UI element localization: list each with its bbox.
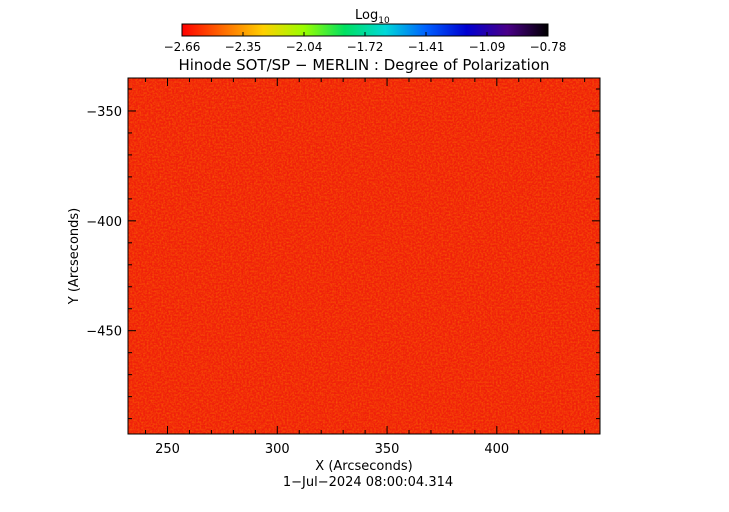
axis-ticks: 250 300 350 400 −350 −400 −450 bbox=[86, 78, 600, 457]
colorbar-tick-label: −2.35 bbox=[225, 40, 262, 54]
x-axis-label: X (Arcseconds) bbox=[315, 459, 412, 474]
colorbar-tick-label: −2.66 bbox=[164, 40, 201, 54]
y-tick-label: −450 bbox=[86, 325, 122, 340]
y-tick-label: −350 bbox=[86, 105, 122, 120]
colorbar-ticks: −2.66 −2.35 −2.04 −1.72 −1.41 −1.09 −0.78 bbox=[164, 32, 567, 54]
colorbar-tick-label: −1.72 bbox=[347, 40, 384, 54]
x-tick-label: 400 bbox=[484, 442, 509, 457]
heatmap-image bbox=[128, 78, 600, 434]
colorbar-tick-label: −0.78 bbox=[530, 40, 567, 54]
y-tick-label: −400 bbox=[86, 215, 122, 230]
x-tick-label: 350 bbox=[375, 442, 400, 457]
colorbar-tick-label: −1.41 bbox=[408, 40, 445, 54]
timestamp: 1−Jul−2024 08:00:04.314 bbox=[283, 475, 453, 490]
colorbar-tick-label: −1.09 bbox=[469, 40, 506, 54]
plot-frame bbox=[127, 77, 601, 435]
x-tick-label: 250 bbox=[155, 442, 180, 457]
colorbar-title: Log10 bbox=[355, 8, 390, 26]
chart-title: Hinode SOT/SP − MERLIN : Degree of Polar… bbox=[178, 56, 549, 74]
y-axis-label: Y (Arcseconds) bbox=[67, 208, 82, 305]
x-tick-label: 300 bbox=[265, 442, 290, 457]
colorbar-tick-label: −2.04 bbox=[286, 40, 323, 54]
